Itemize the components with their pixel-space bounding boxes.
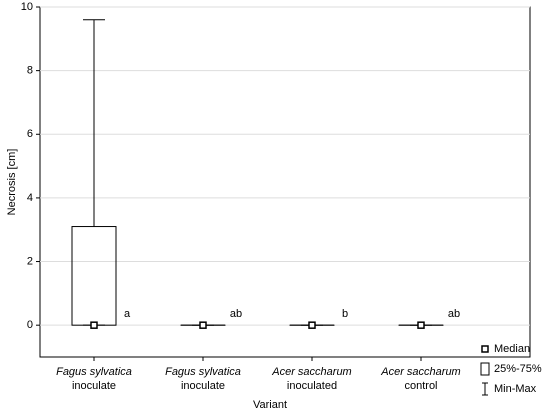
median: [309, 322, 315, 328]
legend-box: 25%-75%: [494, 363, 542, 375]
y-tick-label: 0: [27, 319, 33, 331]
box: [72, 227, 116, 326]
legend-box-icon: [481, 363, 489, 375]
legend-whisker: Min-Max: [494, 383, 537, 395]
group-letter: b: [342, 308, 348, 320]
y-tick-label: 6: [27, 128, 33, 140]
x-axis-label: Variant: [253, 399, 287, 411]
y-tick-label: 10: [21, 1, 33, 13]
y-axis-label: Necrosis [cm]: [6, 149, 18, 216]
y-tick-label: 8: [27, 65, 33, 77]
x-tick-label-treatment: inoculated: [287, 380, 337, 392]
x-tick-label-species: Fagus sylvatica: [165, 366, 241, 378]
legend-median-icon: [482, 346, 488, 352]
median: [418, 322, 424, 328]
x-tick-label-species: Acer saccharum: [271, 366, 351, 378]
median: [200, 322, 206, 328]
legend-median: Median: [494, 343, 530, 355]
y-tick-label: 4: [27, 192, 33, 204]
group-letter: ab: [448, 308, 460, 320]
x-tick-label-species: Acer saccharum: [380, 366, 460, 378]
legend-whisker-icon: [482, 383, 488, 395]
x-tick-label-treatment: inoculate: [181, 380, 225, 392]
y-tick-label: 2: [27, 255, 33, 267]
legend: Median 25%-75% Min-Max: [481, 343, 542, 395]
x-tick-label-treatment: control: [404, 380, 437, 392]
plot-frame: [40, 7, 530, 357]
x-tick-label-treatment: inoculate: [72, 380, 116, 392]
group-letter: ab: [230, 308, 242, 320]
group-letter: a: [124, 308, 131, 320]
median: [91, 322, 97, 328]
x-tick-label-species: Fagus sylvatica: [56, 366, 132, 378]
